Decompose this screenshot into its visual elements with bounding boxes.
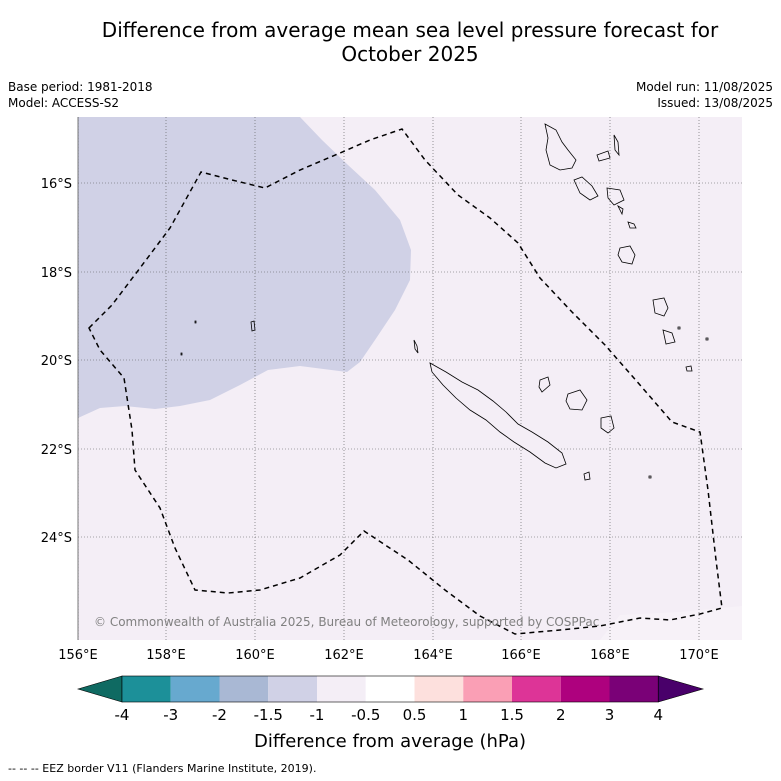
colorbar-segment-2 [170,676,220,702]
lat-label-16s: 16°S [41,177,72,192]
lat-label-22s: 22°S [41,443,72,458]
tanna-island [662,329,676,345]
map-panel [78,117,742,640]
maewo-island [613,134,620,157]
lon-label-162e: 162°E [324,648,364,663]
lon-label-168e: 168°E [590,648,630,663]
matthew-island [705,337,709,341]
colorbar-segment-10 [560,676,610,702]
espiritu-santo-island [544,123,577,171]
epi-island [627,221,637,229]
colorbar-tick: -1.5 [254,706,283,724]
lat-labels: 16°S 18°S 20°S 22°S 24°S [41,177,72,546]
ouvea-island [538,376,551,393]
malakula-island [573,176,599,201]
colorbar-tick: 1 [458,706,468,724]
metadata-right: Model run: 11/08/2025 Issued: 13/08/2025 [636,79,773,111]
negative-anomaly-region [78,117,411,418]
fringe-region [600,606,742,640]
erromango-island [652,297,669,317]
colorbar-segment-8 [463,676,512,702]
lon-label-156e: 156°E [58,648,98,663]
colorbar-tick: 3 [605,706,615,724]
colorbar-segment-3 [219,676,269,702]
efate-island [617,245,636,265]
reef-islet-2 [180,352,183,356]
colorbar-segment-highest [657,675,705,703]
colorbar-segment-lowest [76,675,123,703]
aneityum-island [685,365,693,372]
colorbar-tick: 4 [653,706,663,724]
model-run: Model run: 11/08/2025 [635,80,773,94]
colorbar: -4 -3 -2 -1.5 -1 -0.5 0.5 1 1.5 2 3 4 Di… [76,675,705,752]
colorbar-tick: -2 [212,706,227,724]
colorbar-tick: -1 [310,706,325,724]
lon-label-164e: 164°E [413,648,453,663]
colorbar-segment-1 [122,676,171,702]
lon-label-166e: 166°E [501,648,541,663]
colorbar-segment-5 [317,676,366,702]
metadata-left: Base period: 1981-2018 Model: ACCESS-S2 [8,79,153,111]
model-name: Model: ACCESS-S2 [8,96,120,110]
futuna-island [677,326,681,330]
reef-islet-1 [194,320,197,324]
walpole-island [648,475,652,479]
chart-title: Difference from average mean sea level p… [40,18,780,66]
colorbar-tick: -3 [163,706,178,724]
colorbar-segment-9 [512,676,561,702]
base-period: Base period: 1981-2018 [8,80,153,94]
chesterfield-reef [250,320,256,332]
ambrym-island [606,187,625,206]
issued-date: Issued: 13/08/2025 [657,96,773,110]
title-line-2: October 2025 [341,42,479,66]
lon-labels: 156°E 158°E 160°E 162°E 164°E 166°E 168°… [58,648,719,663]
mare-island [600,415,615,434]
colorbar-tick: 2 [556,706,566,724]
lat-label-18s: 18°S [41,266,72,281]
colorbar-tick: -0.5 [351,706,380,724]
paama-island [617,204,624,216]
lifou-island [565,389,588,411]
colorbar-label: Difference from average (hPa) [254,731,526,752]
lat-label-20s: 20°S [41,354,72,369]
copyright-notice: © Commonwealth of Australia 2025, Bureau… [94,615,599,629]
lat-label-24s: 24°S [41,531,72,546]
colorbar-tick: 0.5 [403,706,427,724]
eez-border [88,128,723,635]
gridlines [78,117,742,640]
colorbar-tick: -4 [115,706,130,724]
new-caledonia-island [429,362,567,469]
colorbar-segment-6 [365,676,415,702]
colorbar-outline [121,675,659,703]
colorbar-ticks: -4 -3 -2 -1.5 -1 -0.5 0.5 1 1.5 2 3 4 [115,706,664,724]
eez-footnote: -- -- -- EEZ border V11 (Flanders Marine… [8,762,317,775]
isle-of-pines [583,471,591,481]
lon-label-160e: 160°E [235,648,275,663]
colorbar-segment-4 [268,676,317,702]
title-line-1: Difference from average mean sea level p… [101,18,719,42]
lon-label-158e: 158°E [146,648,186,663]
belep-islands [413,339,419,354]
colorbar-tick: 1.5 [500,706,524,724]
ambae-island [596,150,611,162]
colorbar-segment-7 [414,676,464,702]
colorbar-segment-11 [609,676,659,702]
lon-label-170e: 170°E [679,648,719,663]
